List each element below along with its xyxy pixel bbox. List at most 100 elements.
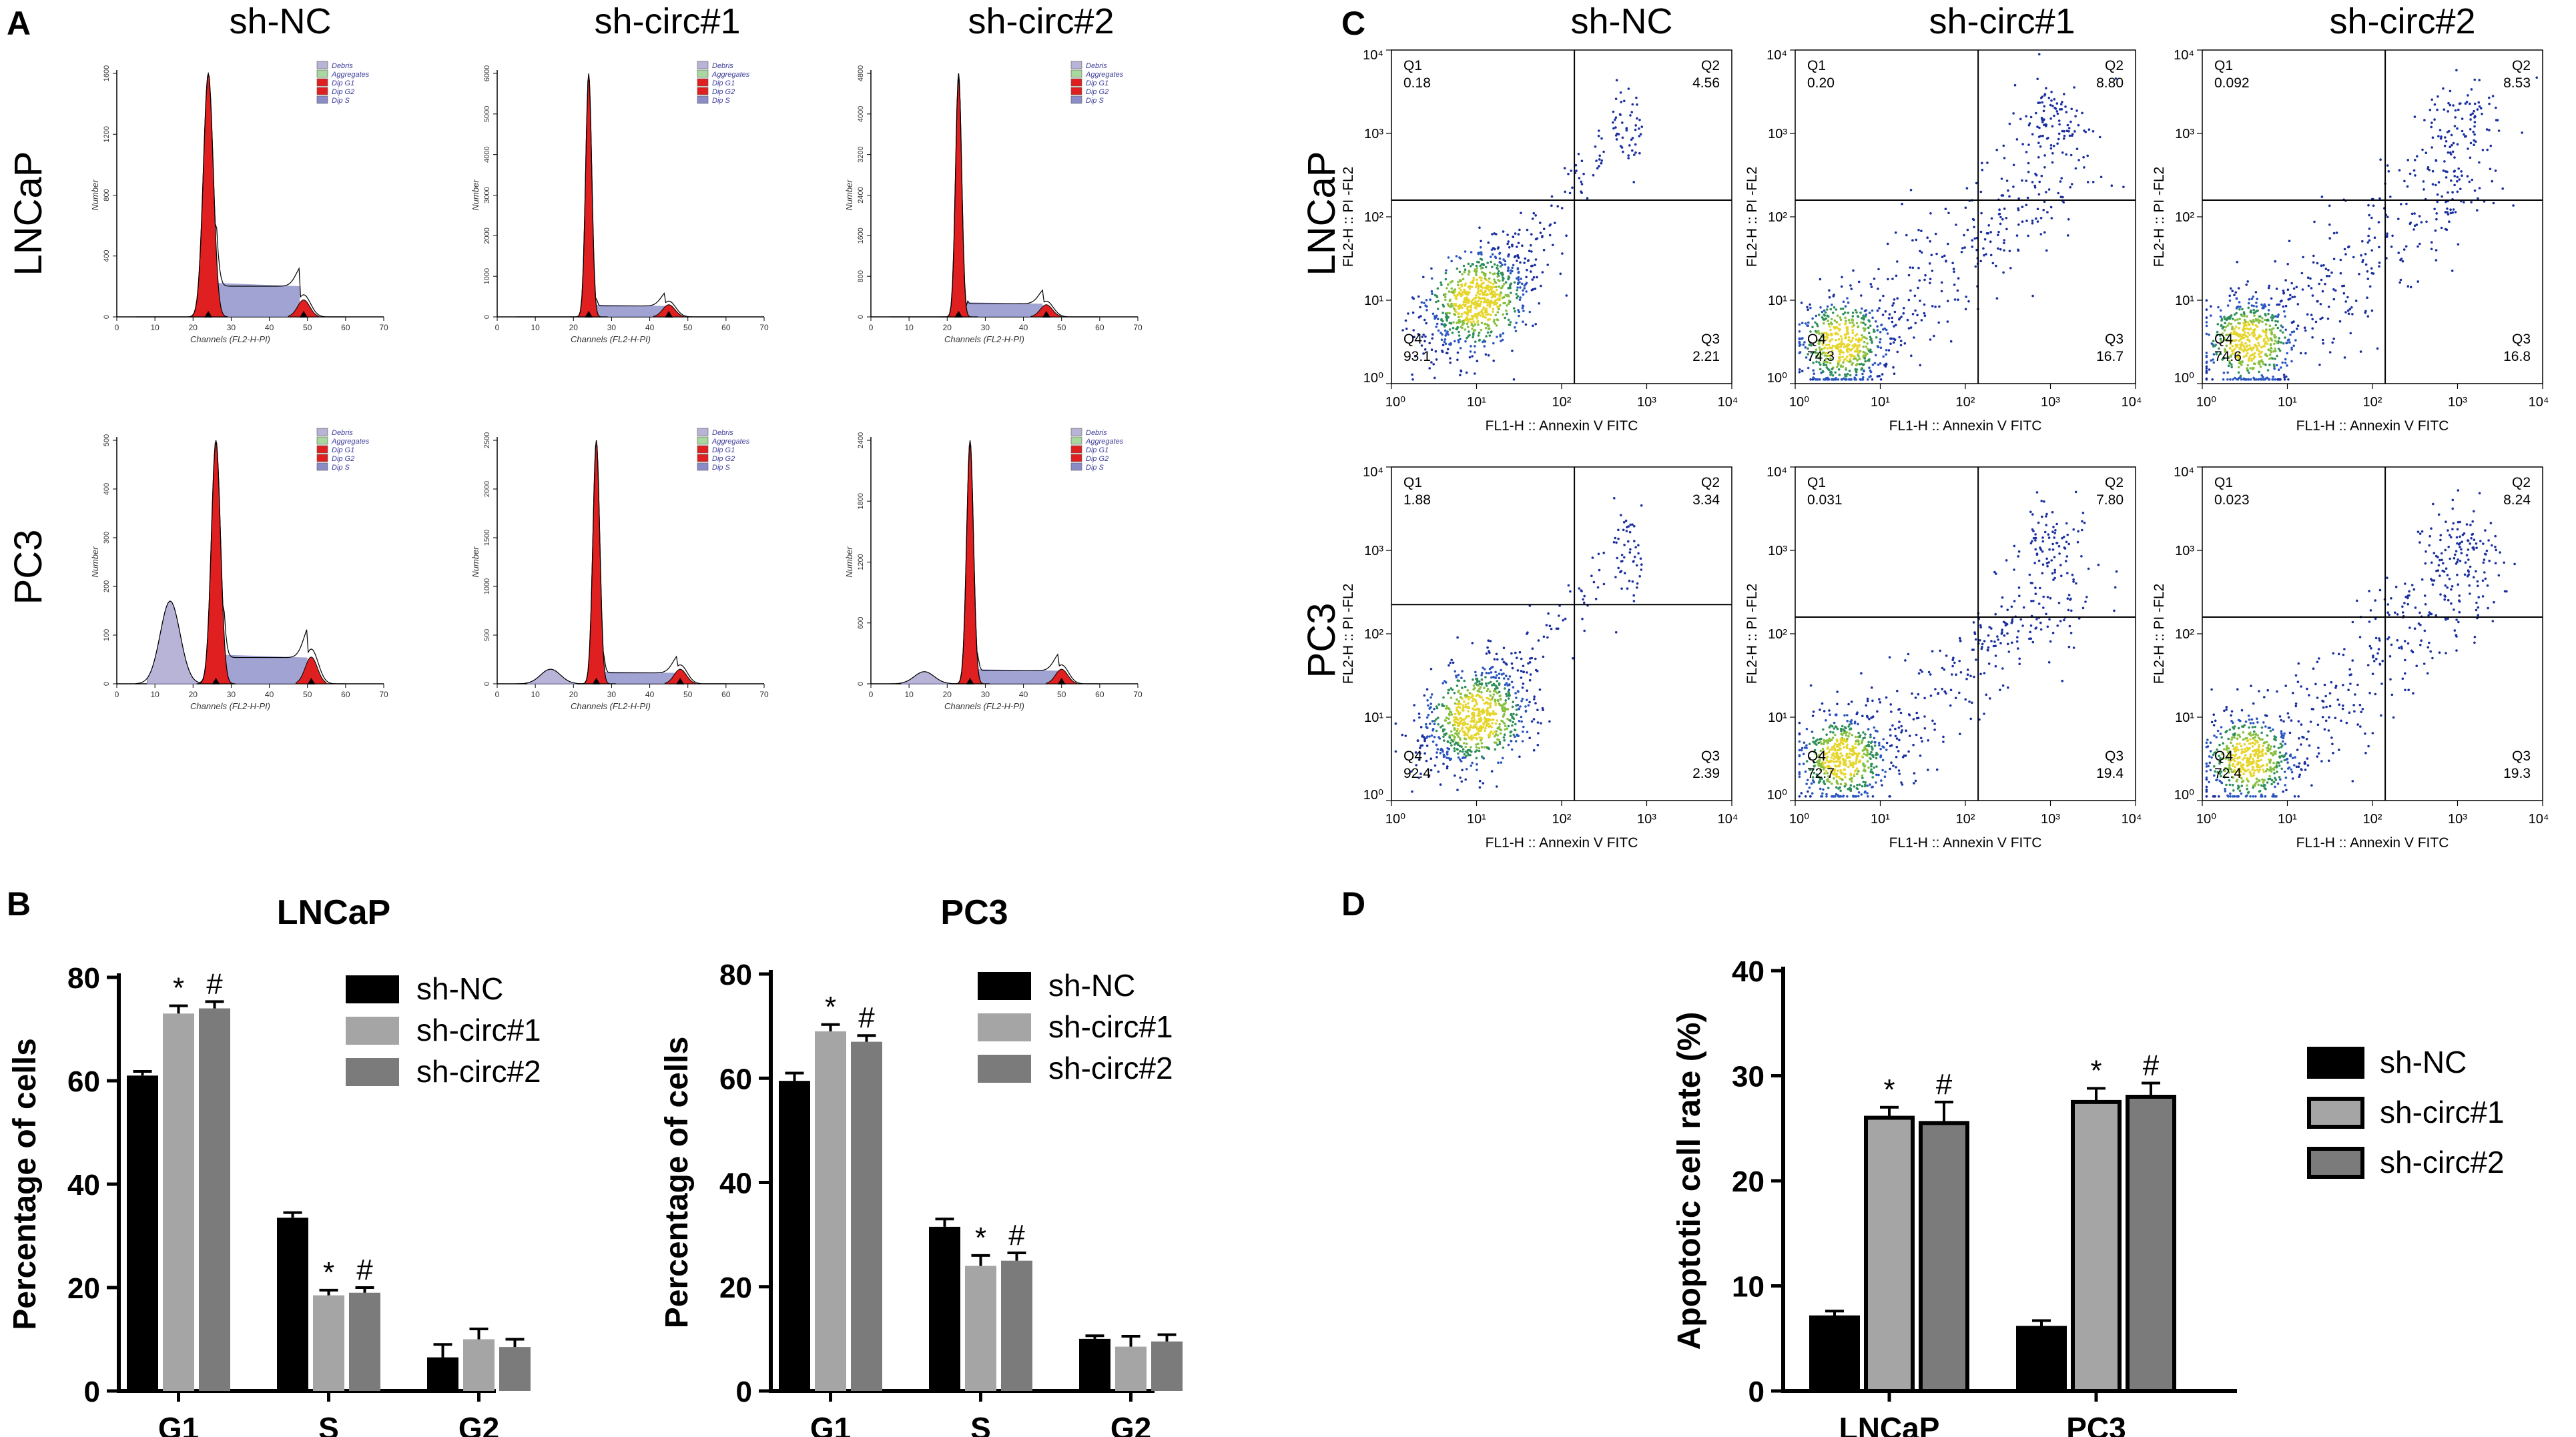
flow-event-dot — [1900, 781, 1903, 784]
flow-event-dot — [1484, 340, 1487, 343]
flow-event-dot — [1628, 579, 1631, 582]
flow-event-dot — [1456, 358, 1459, 362]
flow-event-dot — [2249, 346, 2252, 350]
flow-event-dot — [1908, 714, 1911, 716]
flow-event-dot — [2423, 188, 2425, 191]
flow-event-dot — [2354, 693, 2356, 696]
flow-event-dot — [1834, 764, 1837, 767]
flow-event-dot — [1475, 296, 1478, 299]
flow-event-dot — [2246, 352, 2249, 355]
flow-event-dot — [1800, 749, 1803, 752]
flow-event-dot — [1496, 318, 1499, 321]
hist-legend-swatch — [697, 462, 709, 471]
flow-event-dot — [1973, 632, 1977, 636]
flow-event-dot — [1598, 154, 1601, 157]
flow-event-dot — [1815, 348, 1818, 351]
flow-q4-label: Q4 — [1807, 749, 1826, 764]
flow-event-dot — [1809, 769, 1812, 771]
flow-event-dot — [1450, 739, 1453, 742]
hist-legend-label: Dip G1 — [332, 79, 354, 87]
flow-event-dot — [1493, 294, 1496, 297]
hist-y-tick-label: 0 — [103, 315, 111, 319]
flow-event-dot — [1440, 338, 1443, 342]
flow-event-dot — [1542, 655, 1545, 658]
flow-event-dot — [1895, 745, 1899, 749]
flow-event-dot — [1433, 735, 1436, 739]
flow-event-dot — [2016, 636, 2019, 639]
flow-event-dot — [2306, 276, 2310, 280]
flow-event-dot — [1431, 292, 1433, 296]
hist-x-tick-label: 60 — [341, 690, 350, 699]
flow-event-dot — [2058, 552, 2061, 555]
flow-event-dot — [2453, 175, 2456, 177]
flow-event-dot — [2039, 233, 2043, 235]
flow-event-dot — [1464, 297, 1466, 300]
flow-event-dot — [1472, 298, 1474, 302]
flow-event-dot — [1849, 756, 1851, 759]
flow-event-dot — [1633, 555, 1636, 558]
flow-event-dot — [2050, 217, 2053, 219]
flow-event-dot — [2219, 315, 2222, 318]
hist-legend-label: Dip G2 — [332, 455, 354, 463]
flow-event-dot — [1431, 337, 1433, 340]
flow-event-dot — [1626, 526, 1628, 528]
flow-event-dot — [1849, 322, 1851, 324]
flow-event-dot — [1876, 730, 1879, 733]
flow-event-dot — [2400, 203, 2402, 205]
flow-event-dot — [2343, 248, 2346, 251]
flow-event-dot — [2067, 608, 2070, 612]
flow-event-dot — [1454, 702, 1457, 705]
flow-event-dot — [1447, 717, 1450, 721]
flow-event-dot — [2270, 319, 2274, 322]
flow-event-dot — [1823, 739, 1825, 742]
flow-event-dot — [1830, 353, 1833, 356]
flow-event-dot — [1877, 346, 1880, 348]
hist-y-tick-label: 200 — [103, 580, 111, 592]
flow-event-dot — [1523, 284, 1526, 287]
flow-event-dot — [1929, 212, 1932, 215]
flow-event-dot — [1519, 261, 1522, 264]
flow-event-dot — [1433, 315, 1436, 318]
flow-event-dot — [1480, 300, 1483, 304]
flow-event-dot — [1419, 726, 1423, 729]
flow-event-dot — [2310, 287, 2313, 290]
flow-event-dot — [2250, 358, 2253, 361]
flow-plot-lncap-sh-circ1: Q10.20Q28.80Q316.7Q474.310⁰10⁰10¹10¹10²1… — [1744, 48, 2142, 434]
flow-event-dot — [1494, 731, 1496, 733]
flow-event-dot — [2013, 544, 2016, 548]
flow-event-dot — [2252, 357, 2255, 360]
flow-event-dot — [2034, 533, 2037, 536]
flow-event-dot — [1536, 721, 1540, 724]
flow-event-dot — [1934, 688, 1937, 690]
flow-event-dot — [2008, 195, 2011, 198]
flow-event-dot — [1638, 575, 1641, 578]
flow-event-dot — [1470, 286, 1474, 288]
flow-event-dot — [1871, 741, 1873, 743]
flow-event-dot — [1475, 708, 1478, 711]
flow-event-dot — [1538, 688, 1542, 691]
flow-event-dot — [2253, 352, 2256, 355]
hist-x-label: Channels (FL2-H-PI) — [190, 334, 270, 344]
hist-x-tick-label: 50 — [1057, 323, 1066, 332]
flow-event-dot — [1454, 712, 1457, 716]
flow-event-dot — [2054, 529, 2057, 532]
flow-event-dot — [2048, 618, 2051, 621]
flow-event-dot — [2247, 378, 2250, 381]
flow-event-dot — [1878, 741, 1881, 745]
hist-legend-label: Aggregates — [711, 71, 750, 79]
flow-event-dot — [1876, 325, 1879, 328]
flow-event-dot — [1818, 361, 1821, 364]
flow-event-dot — [2364, 263, 2368, 266]
flow-event-dot — [1552, 244, 1554, 247]
flow-event-dot — [2278, 337, 2280, 340]
flow-event-dot — [1454, 774, 1456, 777]
flow-event-dot — [1853, 376, 1856, 379]
flow-event-dot — [2224, 338, 2226, 342]
flow-event-dot — [1447, 757, 1450, 760]
flow-event-dot — [1427, 704, 1429, 707]
flow-event-dot — [2053, 568, 2056, 572]
flow-event-dot — [1530, 288, 1534, 292]
flow-event-dot — [2459, 520, 2461, 524]
flow-event-dot — [1469, 753, 1472, 757]
hist-legend-label: Aggregates — [331, 438, 370, 446]
